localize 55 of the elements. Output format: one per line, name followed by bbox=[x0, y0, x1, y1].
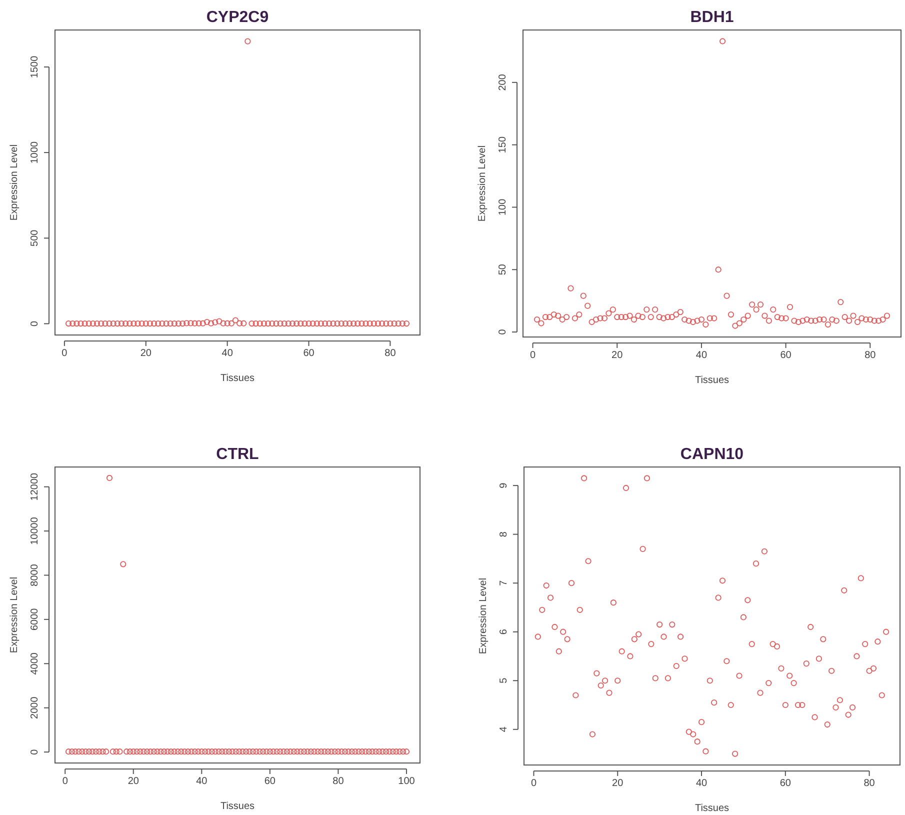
y-tick-label: 6000 bbox=[30, 608, 41, 631]
y-tick-label: 2000 bbox=[30, 696, 41, 719]
y-tick-label: 200 bbox=[498, 74, 509, 91]
y-axis-title: Expression Level bbox=[477, 145, 488, 222]
y-tick-label: 9 bbox=[498, 482, 510, 488]
x-tick-label: 40 bbox=[696, 778, 708, 790]
x-tick-label: 80 bbox=[864, 778, 876, 790]
x-tick-label: 80 bbox=[332, 776, 344, 788]
chart-title: CAPN10 bbox=[680, 446, 744, 463]
x-tick-label: 100 bbox=[398, 776, 416, 788]
x-tick-label: 0 bbox=[530, 778, 537, 790]
x-tick-label: 40 bbox=[696, 350, 708, 362]
x-tick-label: 60 bbox=[780, 350, 792, 362]
y-tick-label: 0 bbox=[30, 748, 41, 755]
y-tick-label: 4 bbox=[498, 726, 510, 732]
y-tick-label: 500 bbox=[30, 229, 41, 246]
y-tick-label: 150 bbox=[498, 136, 509, 154]
y-tick-label: 50 bbox=[498, 264, 509, 276]
chart-title: BDH1 bbox=[690, 9, 734, 26]
x-tick-label: 40 bbox=[196, 776, 208, 788]
y-tick-label: 0 bbox=[30, 320, 41, 326]
y-tick-label: 7 bbox=[498, 580, 510, 586]
y-tick-label: 10000 bbox=[30, 516, 41, 545]
x-tick-label: 20 bbox=[612, 778, 624, 790]
y-tick-label: 5 bbox=[498, 677, 510, 684]
y-tick-label: 12000 bbox=[30, 472, 41, 501]
x-tick-label: 20 bbox=[128, 776, 140, 788]
x-tick-label: 60 bbox=[780, 778, 792, 790]
chart-title: CTRL bbox=[216, 446, 260, 463]
x-tick-label: 0 bbox=[62, 348, 68, 360]
y-axis-title: Expression Level bbox=[9, 144, 20, 221]
y-tick-label: 8 bbox=[498, 531, 510, 538]
y-tick-label: 4000 bbox=[30, 652, 41, 675]
x-axis-title: Tissues bbox=[694, 803, 730, 814]
x-tick-label: 60 bbox=[264, 776, 276, 788]
chart-title: CYP2C9 bbox=[206, 9, 269, 26]
y-tick-label: 6 bbox=[498, 628, 510, 635]
x-tick-label: 0 bbox=[62, 776, 68, 788]
x-tick-label: 40 bbox=[222, 348, 234, 360]
x-tick-label: 60 bbox=[303, 348, 315, 360]
x-tick-label: 20 bbox=[140, 348, 152, 360]
x-axis-title: Tissues bbox=[220, 373, 255, 384]
y-tick-label: 1000 bbox=[30, 140, 41, 164]
y-tick-label: 8000 bbox=[30, 564, 41, 586]
y-tick-label: 0 bbox=[498, 328, 509, 335]
x-tick-label: 0 bbox=[530, 350, 536, 362]
y-tick-label: 100 bbox=[498, 198, 509, 216]
x-axis-title: Tissues bbox=[694, 375, 730, 386]
y-axis-title: Expression Level bbox=[478, 578, 489, 654]
y-axis-title: Expression Level bbox=[9, 576, 20, 654]
x-axis-title: Tissues bbox=[220, 801, 255, 812]
x-tick-label: 20 bbox=[612, 350, 624, 362]
x-tick-label: 80 bbox=[864, 350, 876, 362]
x-tick-label: 80 bbox=[384, 348, 396, 360]
y-tick-label: 1500 bbox=[30, 55, 41, 78]
